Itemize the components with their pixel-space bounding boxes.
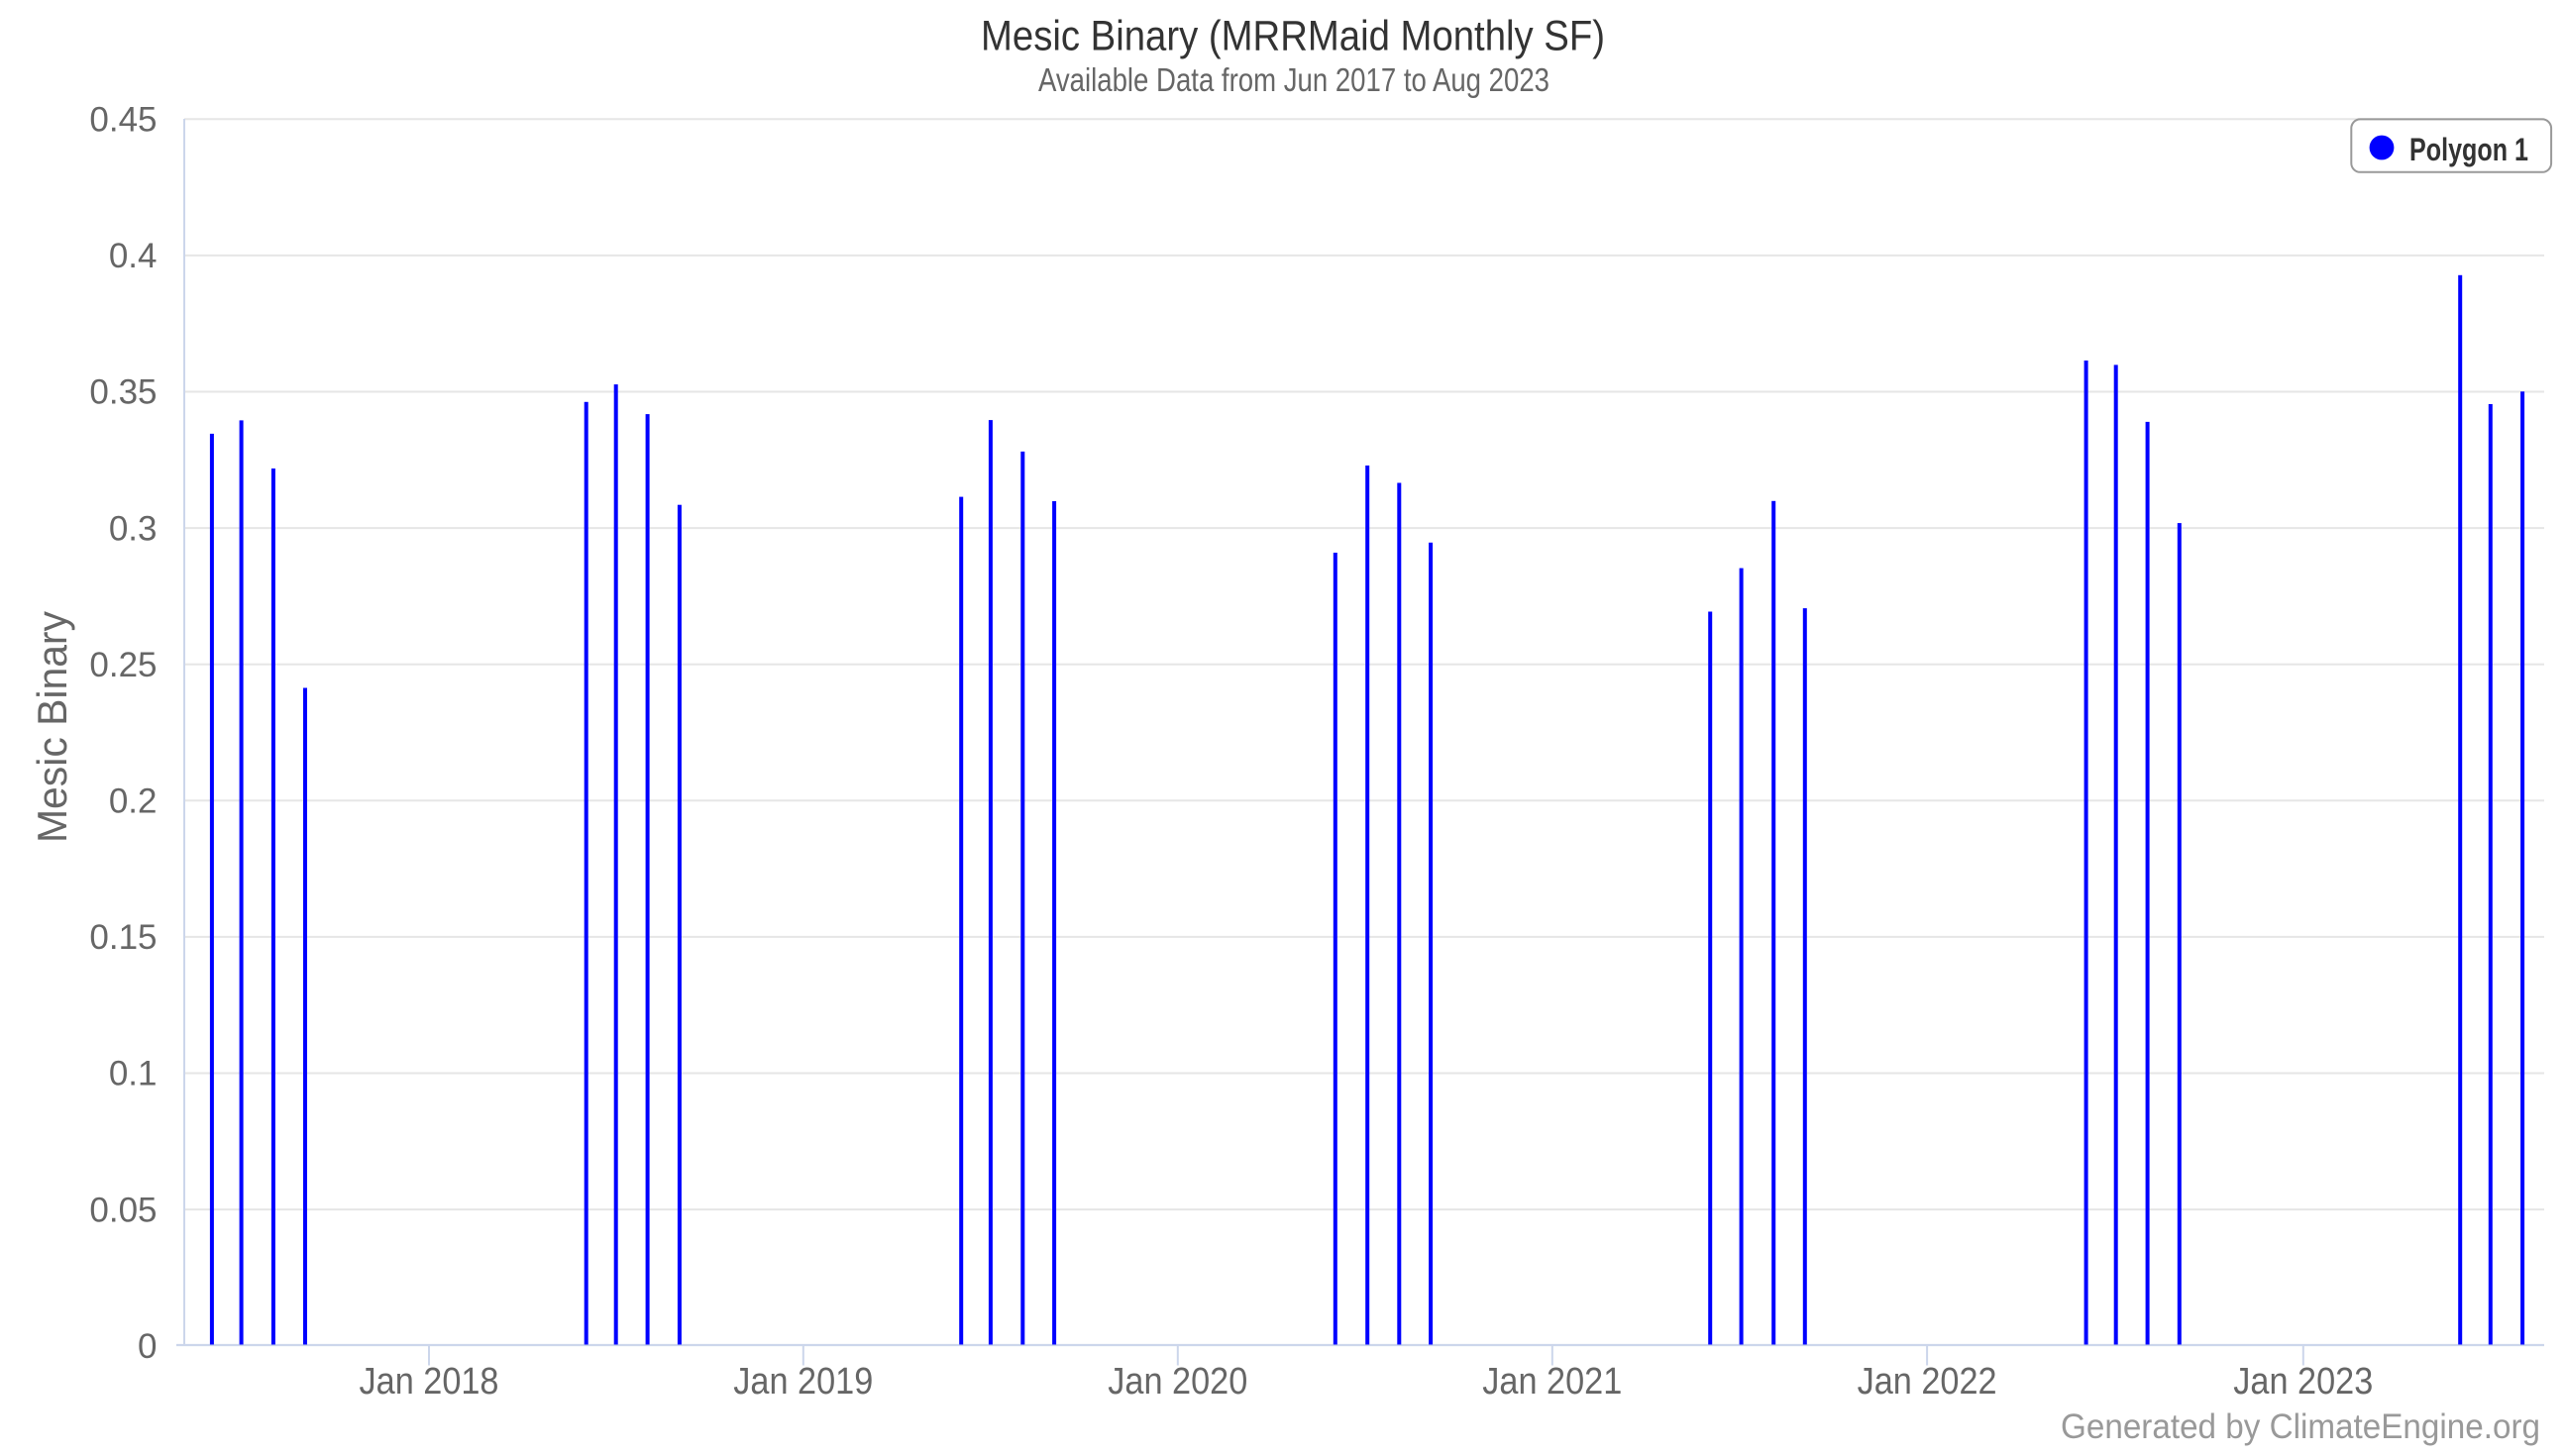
svg-text:0.25: 0.25 xyxy=(89,646,157,684)
svg-text:0.4: 0.4 xyxy=(109,237,158,275)
svg-text:Jan 2018: Jan 2018 xyxy=(360,1361,499,1403)
svg-text:Jan 2022: Jan 2022 xyxy=(1858,1361,1997,1403)
svg-text:Mesic Binary (MRRMaid Monthly: Mesic Binary (MRRMaid Monthly SF) xyxy=(981,12,1605,59)
svg-text:Generated by ClimateEngine.org: Generated by ClimateEngine.org xyxy=(2061,1407,2540,1446)
svg-text:0.05: 0.05 xyxy=(89,1191,157,1229)
svg-text:Jan 2023: Jan 2023 xyxy=(2233,1361,2373,1403)
svg-text:0: 0 xyxy=(138,1327,157,1366)
svg-text:Jan 2019: Jan 2019 xyxy=(733,1361,873,1403)
svg-text:Mesic Binary: Mesic Binary xyxy=(29,611,75,843)
svg-text:Jan 2021: Jan 2021 xyxy=(1482,1361,1622,1403)
svg-text:0.2: 0.2 xyxy=(109,782,158,821)
svg-text:0.15: 0.15 xyxy=(89,918,157,957)
svg-text:Polygon 1: Polygon 1 xyxy=(2409,132,2528,167)
svg-text:Jan 2020: Jan 2020 xyxy=(1108,1361,1247,1403)
svg-text:0.35: 0.35 xyxy=(89,373,157,412)
svg-text:0.45: 0.45 xyxy=(89,101,157,140)
svg-text:0.3: 0.3 xyxy=(109,509,158,548)
svg-text:Available Data from Jun 2017 t: Available Data from Jun 2017 to Aug 2023 xyxy=(1038,61,1549,98)
svg-text:0.1: 0.1 xyxy=(109,1055,158,1093)
